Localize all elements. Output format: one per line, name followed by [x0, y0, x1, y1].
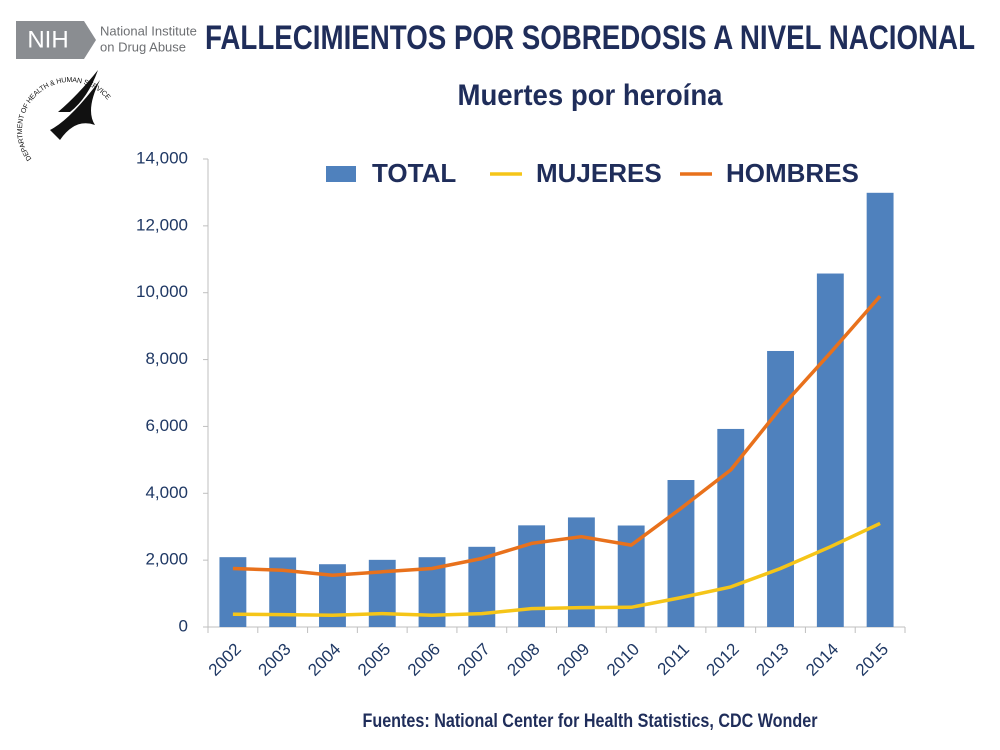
- bar: [567, 517, 595, 627]
- bar: [617, 525, 645, 627]
- y-tick-label: 6,000: [145, 416, 188, 435]
- y-tick-label: 14,000: [136, 148, 188, 167]
- legend-swatch: [326, 166, 356, 182]
- y-tick-label: 0: [179, 616, 188, 635]
- nih-badge: [16, 21, 84, 59]
- y-tick-label: 2,000: [145, 550, 188, 569]
- bar: [717, 428, 745, 627]
- legend-label: TOTAL: [372, 158, 456, 188]
- seal-eagle: [50, 80, 100, 140]
- seal-eagle: [58, 70, 98, 112]
- y-tick-label: 12,000: [136, 215, 188, 234]
- x-tick-label: 2005: [354, 640, 394, 680]
- bar: [866, 192, 894, 628]
- x-tick-label: 2013: [752, 640, 792, 680]
- line: [232, 294, 882, 577]
- nih-name: on Drug Abuse: [100, 39, 186, 54]
- legend-label: HOMBRES: [726, 158, 859, 188]
- x-tick-label: 2008: [503, 640, 543, 680]
- x-tick-label: 2014: [802, 640, 842, 680]
- x-tick-label: 2004: [304, 640, 344, 680]
- x-tick-label: 2015: [852, 640, 892, 680]
- chart-subtitle: Muertes por heroína: [458, 79, 723, 112]
- nih-logo: NIH National Institute on Drug Abuse: [16, 21, 197, 59]
- nih-name: National Institute: [100, 23, 197, 38]
- bar: [767, 350, 794, 627]
- nih-badge-text: NIH: [27, 26, 68, 53]
- x-tick-label: 2011: [654, 640, 693, 679]
- legend-label: MUJERES: [536, 158, 662, 188]
- x-tick-label: 2002: [205, 640, 245, 680]
- y-tick-label: 10,000: [136, 282, 188, 301]
- x-tick-label: 2003: [254, 640, 294, 680]
- x-tick-label: 2010: [603, 640, 643, 680]
- x-tick-label: 2009: [553, 640, 593, 680]
- bar: [667, 480, 695, 627]
- bar: [269, 557, 297, 627]
- x-tick-label: 2006: [404, 640, 444, 680]
- nih-arrow: [84, 21, 96, 59]
- chart-title: FALLECIMIENTOS POR SOBREDOSIS A NIVEL NA…: [205, 19, 975, 57]
- y-tick-label: 4,000: [145, 483, 188, 502]
- line: [232, 521, 881, 618]
- bar: [816, 273, 844, 627]
- x-tick-label: 2012: [703, 640, 743, 680]
- chart-source: Fuentes: National Center for Health Stat…: [363, 711, 819, 732]
- y-tick-label: 8,000: [145, 349, 188, 368]
- x-tick-label: 2007: [454, 640, 494, 680]
